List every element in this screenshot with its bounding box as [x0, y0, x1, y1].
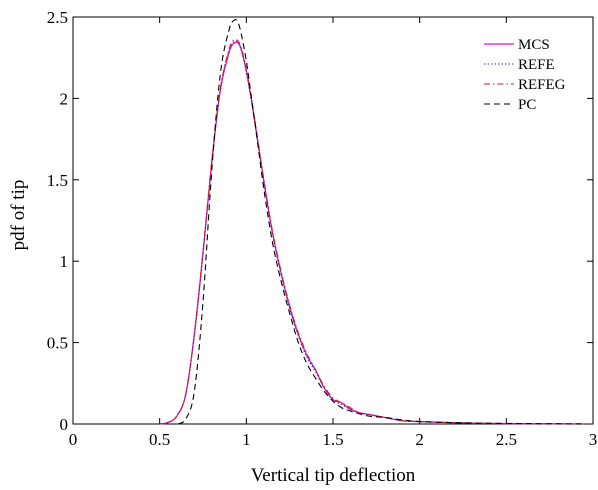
y-tick-label: 1.5 [47, 171, 68, 190]
x-tick-label: 1.5 [322, 430, 343, 449]
plot-area [72, 16, 594, 425]
x-tick-label: 2.5 [496, 430, 517, 449]
legend-label-refeg: REFEG [518, 77, 566, 93]
series-layer [159, 19, 585, 425]
y-tick-label: 2 [60, 89, 69, 108]
series-line-refe [159, 40, 585, 425]
x-tick-label: 0 [69, 430, 78, 449]
y-tick-label: 1 [60, 252, 69, 271]
x-tick-label: 0.5 [149, 430, 170, 449]
legend-label-pc: PC [518, 97, 536, 113]
x-tick-label: 3 [589, 430, 598, 449]
x-tick-label: 1 [242, 430, 251, 449]
x-axis-title: Vertical tip deflection [251, 465, 416, 486]
ticks-layer: 0 0.5 1 1.5 2 2.5 3 0 0.5 1 1.5 2 2.5 [47, 8, 598, 449]
legend-label-mcs: MCS [518, 37, 550, 53]
x-tick-label: 2 [415, 430, 424, 449]
legend-label-refe: REFE [518, 57, 555, 73]
y-axis-title: pdf of tip [8, 180, 29, 251]
legend: MCS REFE REFEG PC [484, 37, 566, 113]
y-tick-label: 2.5 [47, 8, 68, 27]
plot-frame [72, 16, 594, 425]
y-tick-label: 0.5 [47, 334, 68, 353]
y-tick-label: 0 [60, 415, 69, 434]
series-line-pc [168, 19, 585, 425]
